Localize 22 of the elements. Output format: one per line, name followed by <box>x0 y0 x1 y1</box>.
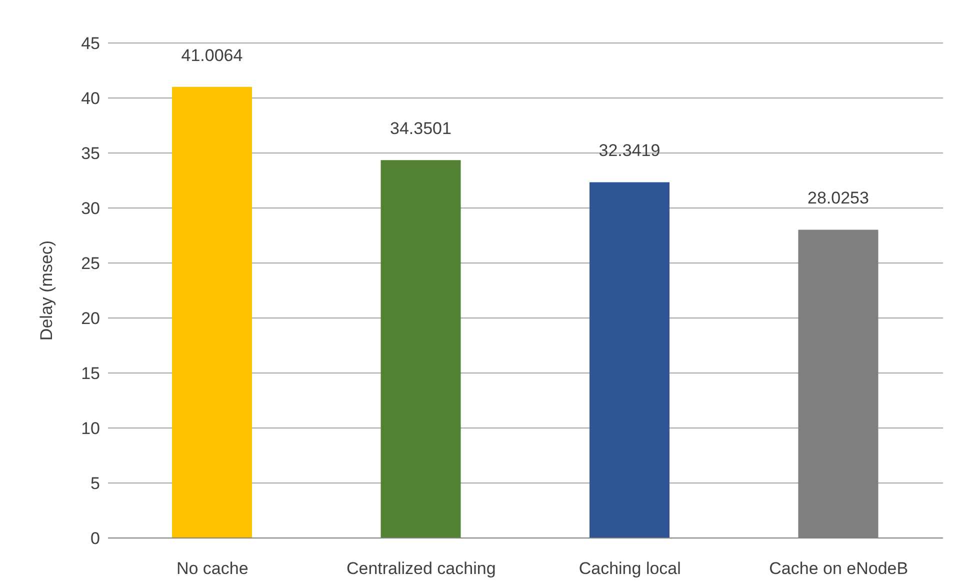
y-tick-label: 25 <box>81 254 100 274</box>
y-tick-label: 45 <box>81 34 100 54</box>
y-tick-label: 20 <box>81 309 100 328</box>
y-tick-label: 5 <box>90 474 100 494</box>
y-tick-label: 15 <box>81 364 100 384</box>
y-axis-title: Delay (msec) <box>37 240 56 341</box>
y-tick-label: 30 <box>81 199 100 218</box>
data-label: 28.0253 <box>808 188 869 208</box>
bar <box>172 86 252 538</box>
bar <box>380 160 461 538</box>
y-tick-label: 40 <box>81 89 100 108</box>
y-tick-label: 35 <box>81 144 100 164</box>
y-tick-label: 10 <box>81 419 100 438</box>
data-label: 41.0064 <box>181 46 243 65</box>
x-tick-label: Caching local <box>578 559 681 578</box>
data-label: 34.3501 <box>390 119 452 138</box>
x-tick-label: No cache <box>176 559 248 578</box>
y-tick-label: 0 <box>90 529 100 548</box>
x-tick-label: Centralized caching <box>346 559 496 578</box>
data-label: 32.3419 <box>598 141 660 160</box>
bar <box>590 182 670 538</box>
x-tick-label: Cache on eNodeB <box>769 559 908 578</box>
